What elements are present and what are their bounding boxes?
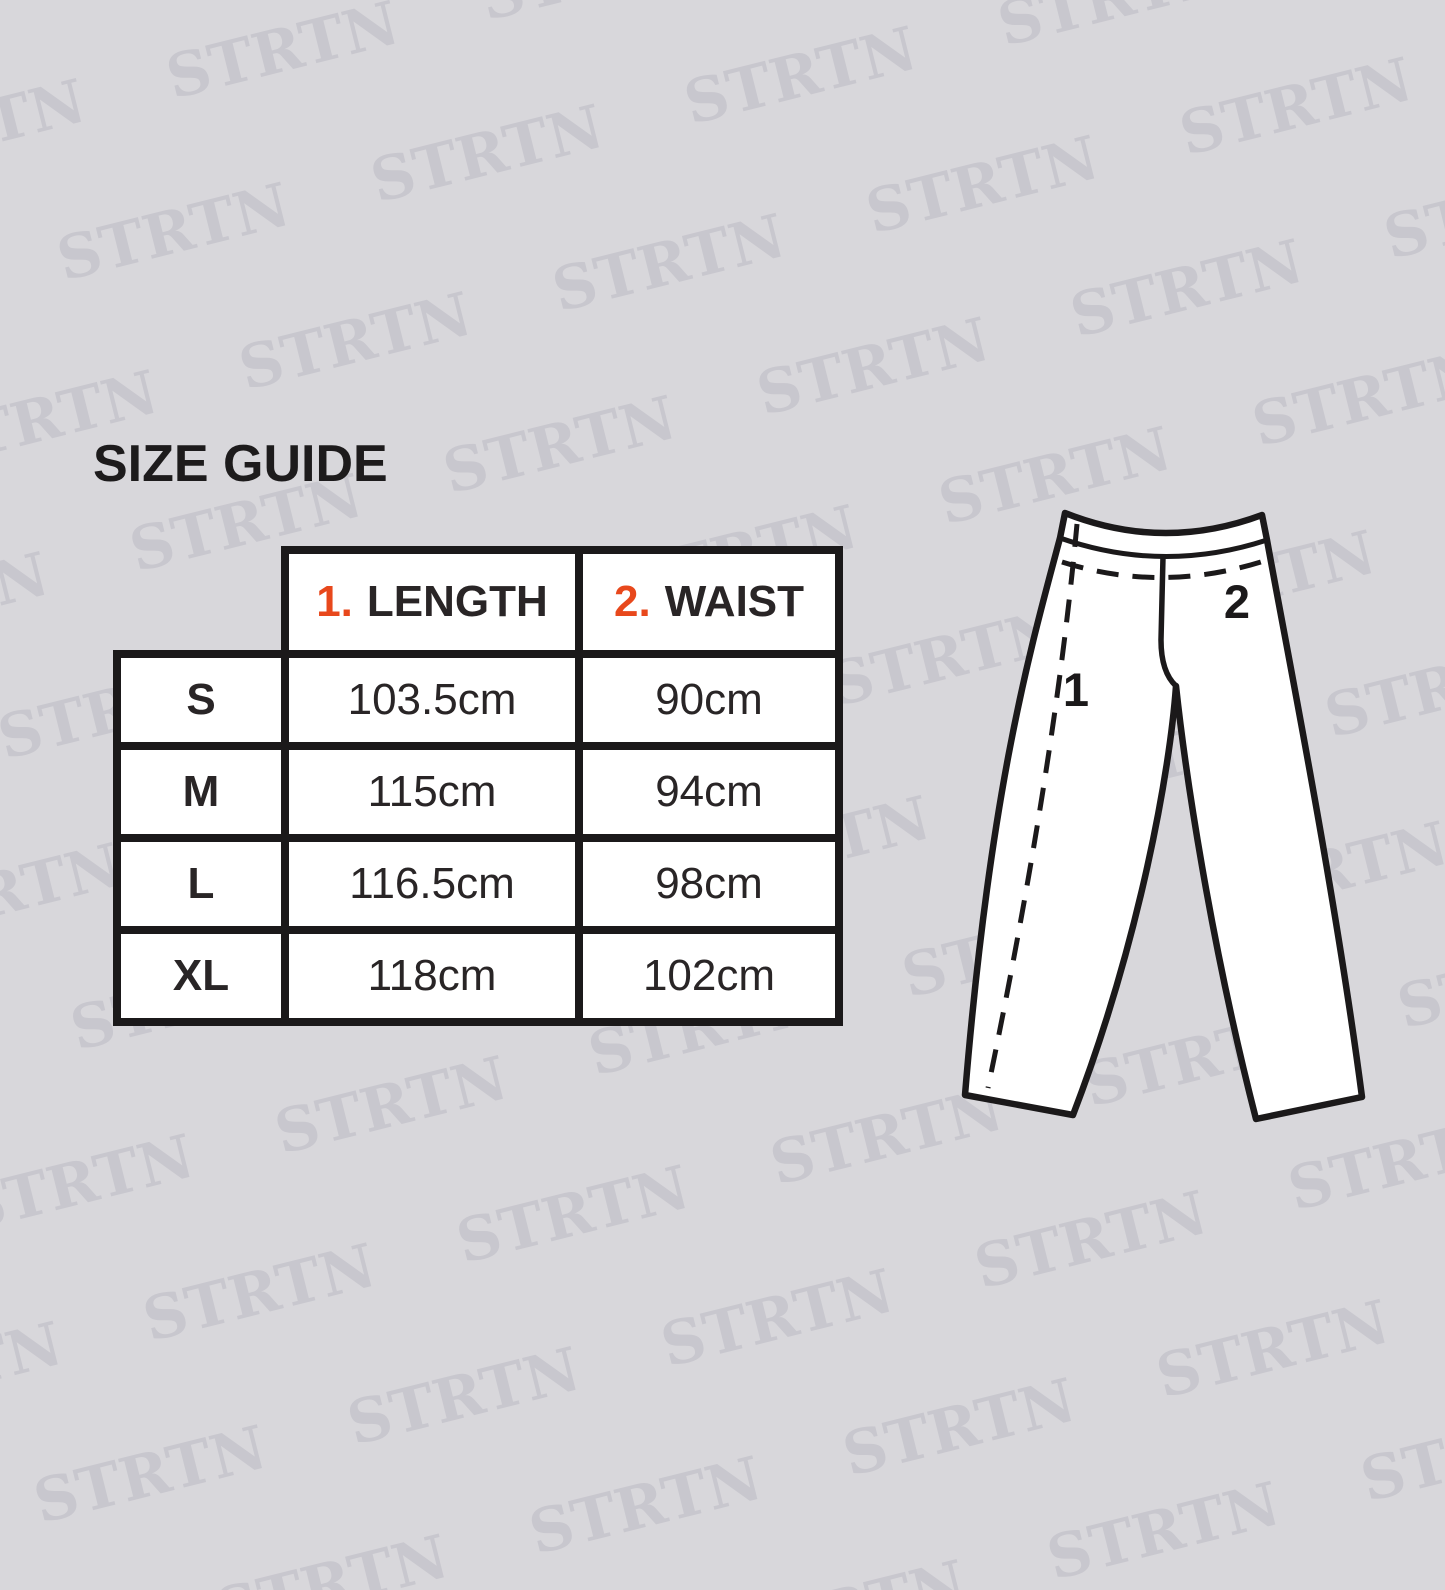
size-row: M 115cm 94cm xyxy=(113,742,843,842)
length-value: 103.5cm xyxy=(281,650,583,750)
size-table-header-row: 1. LENGTH 2. WAIST xyxy=(117,546,843,658)
size-table: 1. LENGTH 2. WAIST S 103.5cm 90cm M 115cm … xyxy=(113,546,843,1026)
size-label: L xyxy=(113,834,289,934)
page-title: SIZE GUIDE xyxy=(93,435,388,493)
size-label: XL xyxy=(113,926,289,1026)
size-row: S 103.5cm 90cm xyxy=(113,650,843,750)
length-column-number: 1. xyxy=(316,577,353,626)
waist-value: 94cm xyxy=(575,742,843,842)
waist-measure-line xyxy=(1061,557,1268,580)
length-measure-line xyxy=(985,523,1080,1089)
waist-column-label: WAIST xyxy=(664,577,805,626)
length-value: 116.5cm xyxy=(281,834,583,934)
length-marker-label: 1 xyxy=(1063,663,1089,716)
waist-column-number: 2. xyxy=(613,577,651,626)
waist-value: 90cm xyxy=(575,650,843,750)
size-label: M xyxy=(113,742,289,842)
pants-outline xyxy=(961,509,1366,1123)
length-column-label: LENGTH xyxy=(366,577,548,626)
size-label: S xyxy=(113,650,289,750)
pants-diagram: 1 2 xyxy=(961,509,1366,1123)
length-column-header: 1. LENGTH xyxy=(281,546,583,658)
fly-seam xyxy=(1158,554,1179,689)
size-row: XL 118cm 102cm xyxy=(113,926,843,1026)
length-value: 118cm xyxy=(281,926,583,1026)
waist-marker-label: 2 xyxy=(1224,575,1250,628)
size-table-blank-cell xyxy=(117,550,285,654)
length-value: 115cm xyxy=(281,742,583,842)
size-row: L 116.5cm 98cm xyxy=(113,834,843,934)
waist-value: 98cm xyxy=(575,834,843,934)
waist-column-header: 2. WAIST xyxy=(575,546,843,658)
waist-value: 102cm xyxy=(575,926,843,1026)
